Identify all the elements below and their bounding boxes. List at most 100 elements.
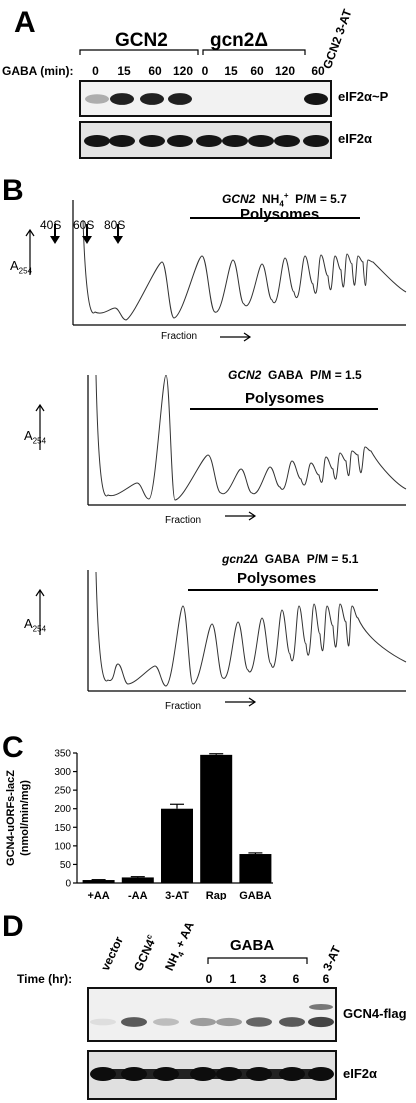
blot-a2-band — [222, 135, 248, 147]
panel-d-letter: D — [2, 910, 24, 943]
c-bar — [239, 854, 272, 883]
blot-a2-band — [303, 135, 329, 147]
profile-3-ylabel: A254 — [24, 616, 47, 634]
panel-d-time-4: 6 — [322, 972, 330, 986]
profile-2-condition: GABA — [268, 368, 304, 382]
blot-d1-band — [90, 1018, 116, 1026]
c-y-tick-label: 50 — [60, 860, 72, 871]
marker-arrowhead — [82, 236, 92, 244]
c-y-label-line1: GCN4-uORFs-lacZ — [5, 770, 17, 866]
profile-1-xlabel: Fraction — [161, 331, 198, 342]
profile-2-header: GCN2 GABA P/M = 1.5 — [228, 368, 362, 382]
blot-d1-band — [279, 1017, 305, 1027]
blot-d1-band-upper — [309, 1004, 333, 1010]
panel-d-time-2: 3 — [259, 972, 267, 986]
blot-d1-band — [190, 1017, 216, 1027]
profile-3-pm: P/M = 5.1 — [306, 552, 359, 566]
blot-d2-band — [279, 1067, 305, 1081]
panel-a-gaba-label: GABA (min): — [2, 64, 74, 78]
blot-d2-band — [308, 1067, 334, 1081]
blot-a2-bands — [84, 135, 329, 147]
profile-1-header: GCN2 NH4+ P/M = 5.7 — [222, 191, 347, 208]
panel-d-blot1-label: GCN4-flag — [343, 1006, 407, 1021]
profile-1-trace — [25, 200, 407, 342]
panel-d-time-0: 0 — [205, 972, 213, 986]
panel-d-blot2-label: eIF2α — [343, 1066, 378, 1081]
profile-3-header: gcn2Δ GABA P/M = 5.1 — [222, 552, 358, 566]
blot-a2-band — [109, 135, 135, 147]
panel-b-letter: B — [2, 174, 24, 207]
profile-2-strain: GCN2 — [228, 368, 262, 382]
blot-d1-band — [308, 1016, 334, 1028]
blot-a2-band — [167, 135, 193, 147]
profile-3-strain: gcn2Δ — [222, 552, 259, 566]
profile-2-polysomes: Polysomes — [245, 390, 325, 407]
panel-a-blot1-label: eIF2α~P — [338, 89, 389, 104]
profile-1-condition: NH4+ — [262, 191, 289, 209]
panel-a-blot2-label: eIF2α — [338, 131, 373, 146]
profile-curve — [82, 219, 407, 321]
profile-x-arrowhead — [248, 511, 257, 521]
c-y-label-line2: (nmol/min/mg) — [19, 780, 31, 856]
panel-c-bar-chart: 0 50 100 150 200 250 300 350 +AA -AA 3-AT Rap GABA GC… — [5, 749, 273, 900]
panel-d-time-label: Time (hr): — [17, 972, 73, 986]
blot-d2-band — [90, 1067, 116, 1081]
c-y-tick-label: 200 — [54, 804, 71, 815]
c-x-tick-label: -AA — [128, 890, 148, 900]
profile-2-ylabel: A254 — [24, 428, 47, 446]
profile-y-arrowhead — [25, 228, 35, 237]
panel-a-time-4: 0 — [201, 64, 209, 78]
blot-a2-band — [139, 135, 165, 147]
blot-a1-band — [110, 93, 134, 105]
marker-arrowhead — [113, 236, 123, 244]
profile-3-xlabel: Fraction — [165, 701, 202, 712]
panel-d-time-1: 1 — [229, 972, 237, 986]
blot-a2-band — [274, 135, 300, 147]
blot-a1-band — [140, 93, 164, 105]
c-y-tick-label: 250 — [54, 786, 71, 797]
blot-d2-band — [190, 1067, 216, 1081]
blot-d2-band — [121, 1067, 147, 1081]
panel-a-time-0: 0 — [92, 64, 99, 78]
c-y-tick-label: 0 — [65, 879, 71, 890]
blot-a1-band — [85, 94, 109, 104]
c-x-tick-label: +AA — [87, 890, 109, 900]
profile-1-ylabel: A254 — [10, 258, 33, 276]
c-y-tick-label: 150 — [54, 823, 71, 834]
profile-curve — [95, 571, 407, 687]
panel-a-group-gcn2-delta: gcn2Δ — [210, 30, 269, 51]
profile-2-trace — [35, 375, 407, 521]
panel-d-blot-gcn4-flag — [87, 987, 337, 1042]
profile-curve — [95, 375, 407, 501]
blot-d1-bands — [90, 1004, 334, 1028]
blot-a2-band — [196, 135, 222, 147]
profile-x-arrowhead — [243, 332, 252, 342]
profile-3-condition: GABA — [264, 552, 301, 566]
blot-d1-band — [153, 1018, 179, 1026]
c-x-tick-label: 3-AT — [165, 890, 189, 900]
c-bar — [161, 808, 193, 883]
blot-d2-band — [246, 1067, 272, 1081]
c-y-tick-label: 100 — [54, 841, 71, 852]
blot-d2-band — [216, 1067, 242, 1081]
panel-a-time-7: 120 — [274, 64, 296, 78]
profile-3-trace — [35, 570, 407, 707]
panel-a-time-2: 60 — [148, 64, 162, 78]
marker-60s: 60S — [73, 218, 95, 232]
profile-y-arrowhead — [35, 588, 45, 597]
panel-a-time-8: 60 — [311, 64, 325, 78]
panel-d-time-3: 6 — [292, 972, 300, 986]
panel-d-gaba-label: GABA — [230, 937, 275, 954]
blot-a1-band — [168, 93, 192, 105]
profile-1-pm: P/M = 5.7 — [295, 192, 347, 206]
panel-a-group-gcn2: GCN2 — [115, 30, 168, 51]
marker-80s: 80S — [104, 218, 126, 232]
blot-d2-bands — [90, 1067, 334, 1081]
blot-d2-band — [153, 1067, 179, 1081]
c-x-tick-label: GABA — [239, 890, 271, 900]
c-bar — [82, 880, 115, 883]
profile-2-pm: P/M = 1.5 — [310, 368, 362, 382]
c-bar — [200, 754, 233, 883]
blot-a1-band — [304, 93, 328, 105]
blot-d1-band — [216, 1017, 242, 1027]
